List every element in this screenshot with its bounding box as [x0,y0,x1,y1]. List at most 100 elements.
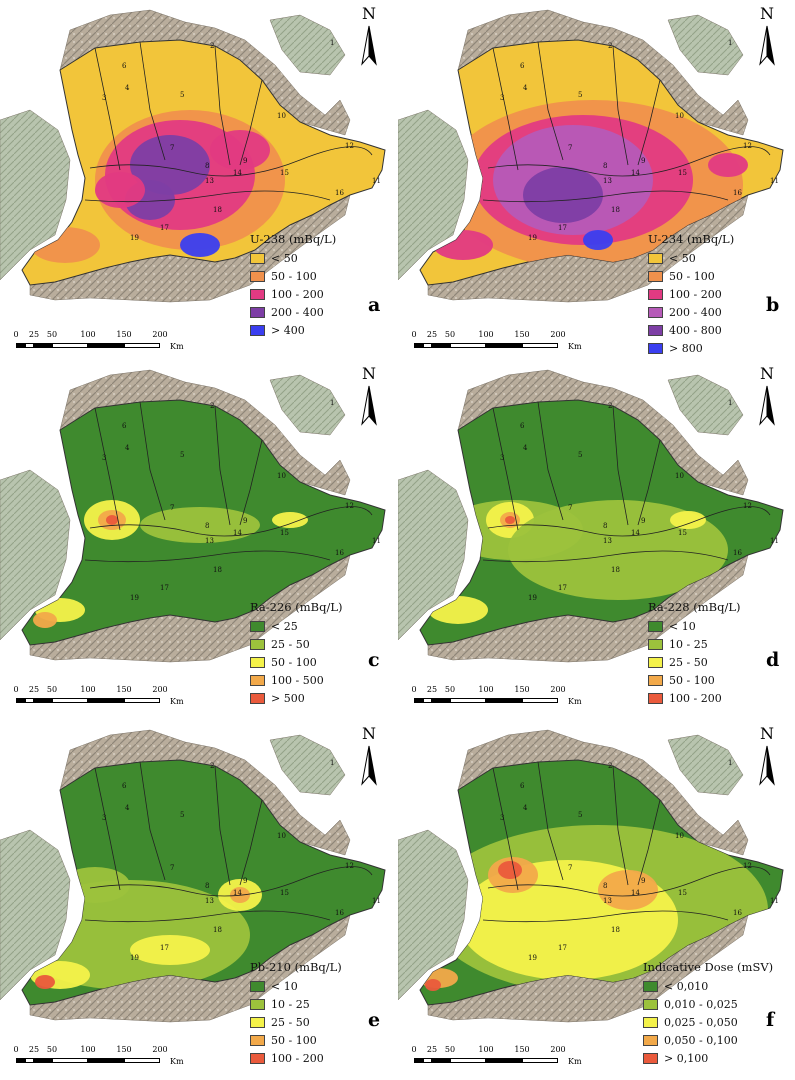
scale-unit: Km [568,1057,582,1066]
river-line [214,45,231,166]
value-zone [210,130,270,170]
scale-tick-label: 100 [478,1045,494,1054]
legend-entry: > 400 [250,321,336,339]
legend-swatch [648,638,663,650]
legend-title: U-234 (mBq/L) [648,232,735,246]
region-number: 6 [122,62,127,70]
value-zone [35,975,55,989]
scale-tick-label: 200 [550,330,566,339]
region-number: 8 [205,162,209,170]
river-line [492,407,519,531]
map-legend: Indicative Dose (mSV) < 0,010 0,010 - 0,02… [643,960,773,1067]
scale-bar: 0 25 50 100 150 200 Km [411,685,614,711]
scale-unit: Km [568,342,582,351]
legend-entry: 100 - 200 [250,1049,342,1067]
region-number: 19 [528,594,537,602]
region-number: 12 [345,502,354,510]
region-number: 4 [125,444,130,452]
panel-letter: d [766,649,780,671]
region-number: 3 [102,814,106,822]
scale-unit: Km [170,1057,184,1066]
scale-segment [486,698,522,703]
region-number: 7 [170,864,174,872]
legend-swatch [648,620,663,632]
region-number: 13 [205,897,214,905]
region-number: 6 [520,422,525,430]
river-line [482,190,729,203]
legend-entry: 25 - 50 [250,1013,342,1031]
scale-segment [88,698,124,703]
scale-segment [88,1058,124,1063]
scale-bar: 0 25 50 100 150 200 Km [13,685,216,711]
region-number: 19 [130,594,139,602]
value-zone [708,153,748,177]
scale-tick-label: 0 [13,685,19,694]
region-number: 8 [603,882,607,890]
region-number: 16 [335,549,344,557]
region-number: 1 [728,39,732,47]
region-number: 10 [675,112,684,120]
scale-bar: 0 25 50 100 150 200 Km [13,1045,216,1071]
region-number: 1 [728,759,732,767]
river-line [612,45,629,166]
legend-label: 100 - 200 [669,287,722,301]
legend-swatch [648,342,663,354]
value-zone [598,870,658,910]
region-number: 7 [568,144,572,152]
region-number: 7 [170,144,174,152]
river-line [214,765,231,886]
scale-segment [25,1058,34,1063]
region-number: 4 [125,84,130,92]
scale-tick-label: 100 [80,685,96,694]
scale-segment [25,343,34,348]
legend-label: 10 - 25 [669,637,708,651]
region-number: 5 [180,811,184,819]
river-line [612,765,629,886]
legend-entry: < 10 [250,977,342,995]
legend-label: < 0,010 [664,979,709,993]
region-number: 18 [611,566,620,574]
river-line [637,439,661,526]
legend-entry: < 50 [250,249,336,267]
scale-tick-label: 150 [116,1045,132,1054]
scale-segment [34,343,52,348]
river-line [94,767,121,891]
region-number: 13 [603,537,612,545]
legend-entry: 50 - 100 [250,1031,342,1049]
region-number: 4 [523,84,528,92]
scale-segment [450,343,486,348]
legend-entry: 50 - 100 [648,671,740,689]
north-label: N [760,4,774,23]
region-number: 17 [558,224,567,232]
scale-segment [522,343,558,348]
legend-title: U-238 (mBq/L) [250,232,337,246]
legend-label: < 10 [669,619,696,633]
scale-tick-label: 200 [152,685,168,694]
river-line [492,47,519,171]
scale-tick-label: 25 [28,1045,40,1054]
region-number: 13 [205,537,214,545]
legend-swatch [250,252,265,264]
legend-label: 100 - 200 [271,287,324,301]
scale-tick-label: 50 [46,685,58,694]
legend-label: 50 - 100 [271,1033,317,1047]
region-number: 1 [330,759,334,767]
relief-northeast [667,14,744,76]
legend-entry: 200 - 400 [648,303,734,321]
scale-segment [124,1058,160,1063]
scale-segment [423,698,432,703]
legend-label: 25 - 50 [271,1015,310,1029]
scale-tick-label: 25 [28,685,40,694]
region-number: 17 [558,584,567,592]
value-zone [95,172,145,208]
scale-tick-label: 200 [152,1045,168,1054]
legend-entry: 10 - 25 [250,995,342,1013]
legend-swatch [643,1034,658,1046]
region-number: 6 [122,422,127,430]
region-number: 8 [603,162,607,170]
region-number: 19 [130,954,139,962]
river-line [537,761,564,881]
region-number: 2 [608,42,612,50]
